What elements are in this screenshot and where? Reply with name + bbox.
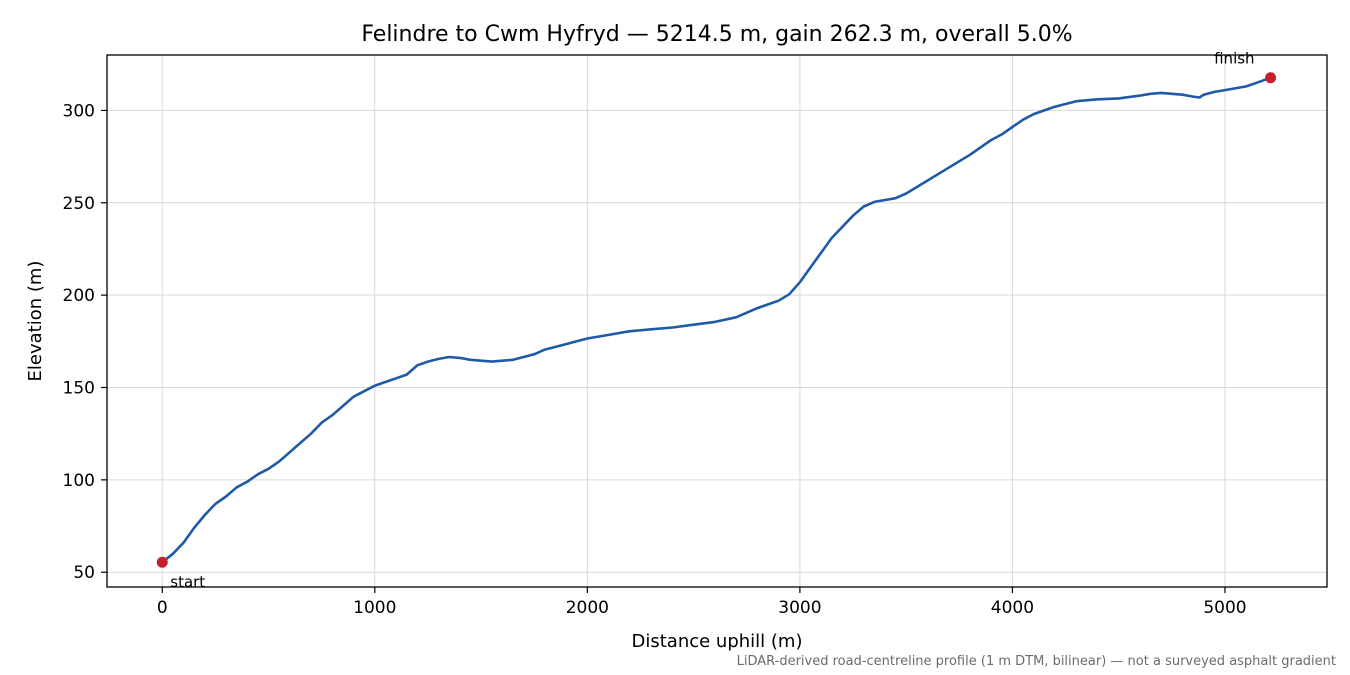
plot-frame [106,54,1328,588]
grid [107,55,1327,587]
x-axis-label: Distance uphill (m) [632,631,803,652]
x-tick-label: 5000 [1203,598,1246,618]
y-tick-label: 200 [63,286,95,306]
start-marker [156,556,168,568]
elevation-profile-line [161,76,1272,564]
plot-area: start finish [156,50,1277,591]
x-tick-label: 1000 [353,598,396,618]
start-label: start [170,573,205,591]
y-tick-label: 250 [63,194,95,214]
y-tick-label: 50 [73,563,95,583]
finish-marker [1265,72,1277,84]
y-tick-label: 300 [63,101,95,121]
x-tick-label: 3000 [778,598,821,618]
axis-ticks: 0 1000 2000 3000 4000 5000 50 100 150 200 250 300 [63,101,1247,618]
footnote: LiDAR-derived road-centreline profile (1… [737,654,1336,669]
chart-title: Felindre to Cwm Hyfryd — 5214.5 m, gain … [361,22,1072,47]
finish-label: finish [1214,50,1254,68]
x-tick-label: 2000 [566,598,609,618]
y-tick-label: 150 [63,379,95,399]
x-tick-label: 4000 [991,598,1034,618]
y-axis-label: Elevation (m) [25,261,46,382]
x-tick-label: 0 [157,598,168,618]
y-tick-label: 100 [63,471,95,491]
